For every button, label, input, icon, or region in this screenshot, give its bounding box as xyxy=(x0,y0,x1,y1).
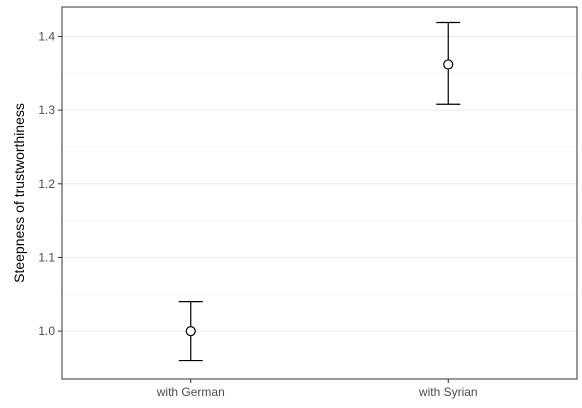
data-point xyxy=(443,59,454,70)
data-point xyxy=(185,326,196,337)
y-tick-label: 1.3 xyxy=(38,103,55,117)
x-tick-label: with Syrian xyxy=(418,385,478,399)
x-tick-label: with German xyxy=(156,385,225,399)
y-axis-title: Steepness of trustworthiness xyxy=(11,103,27,283)
y-tick-label: 1.2 xyxy=(38,177,55,191)
y-tick-label: 1.4 xyxy=(38,29,55,43)
y-tick-label: 1.1 xyxy=(38,250,55,264)
y-tick-label: 1.0 xyxy=(38,324,55,338)
grid-lines xyxy=(62,35,577,332)
x-axis-ticks: with German with Syrian xyxy=(156,379,478,399)
data-marks xyxy=(178,21,461,362)
panel-border xyxy=(61,6,578,380)
y-axis-ticks: 1.0 1.1 1.2 1.3 1.4 xyxy=(38,29,62,338)
